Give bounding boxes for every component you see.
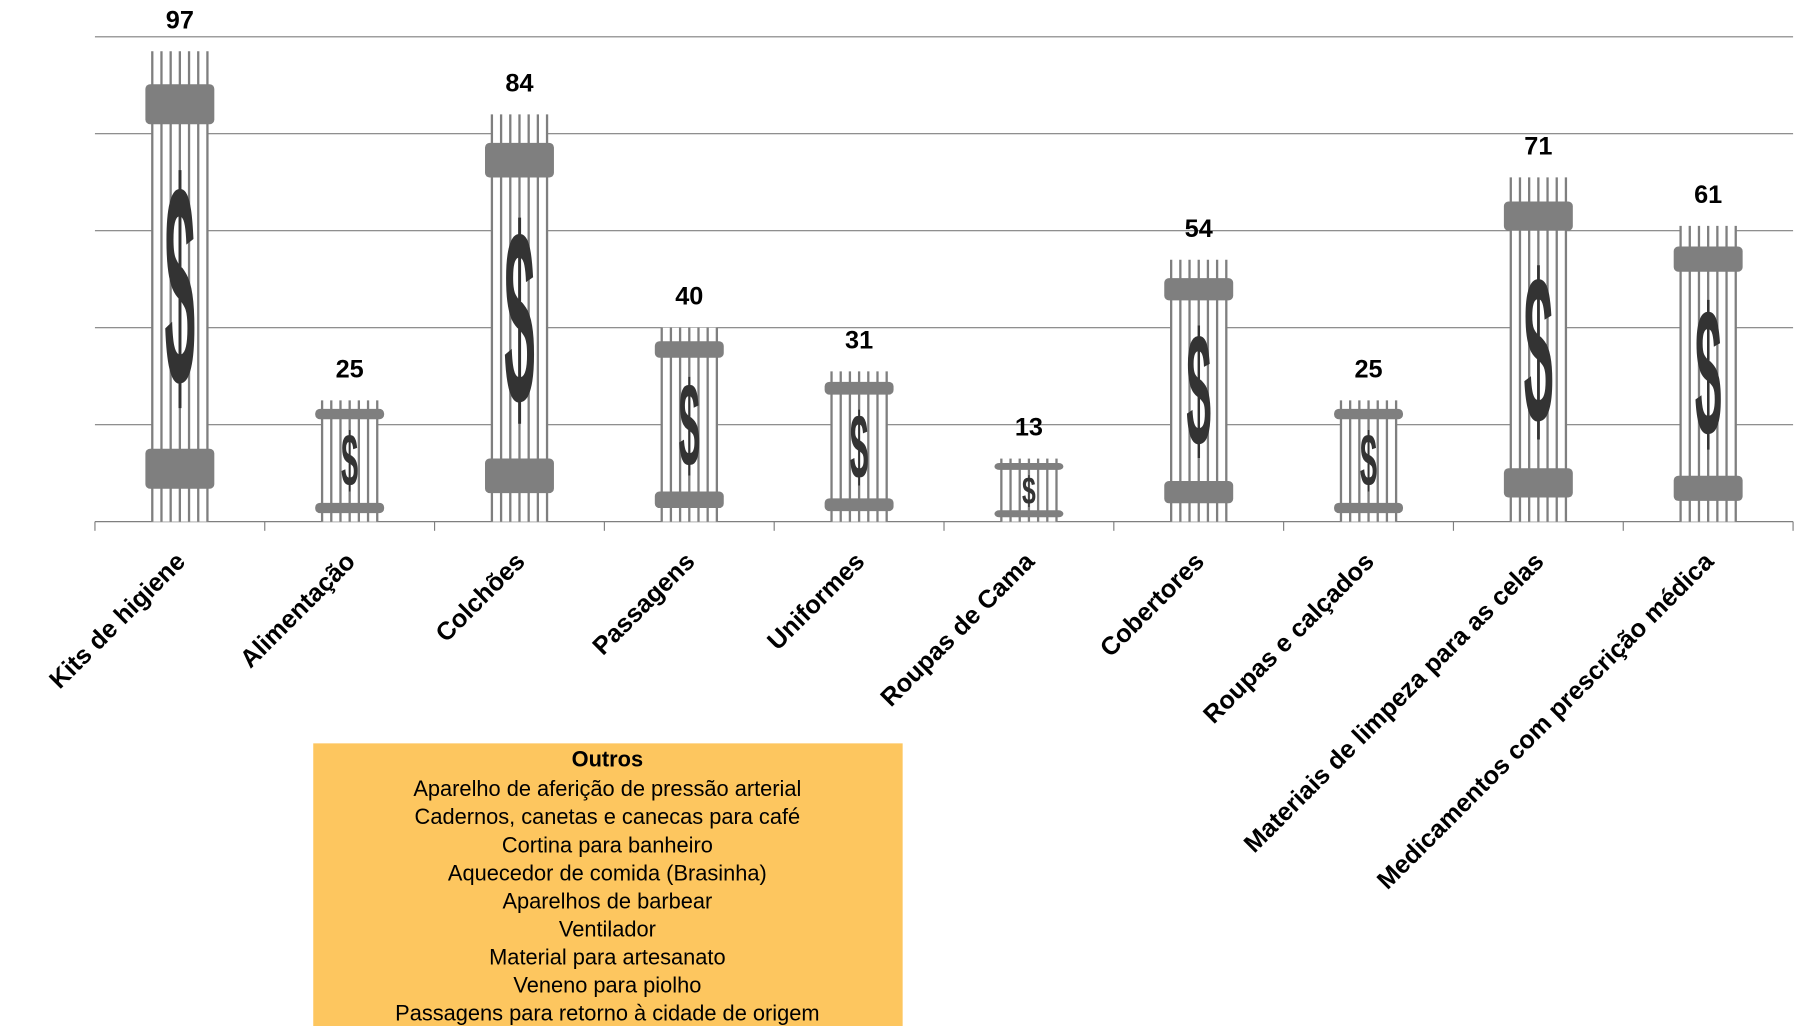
bar-pictograph: $ (1164, 259, 1234, 522)
dollar-sign: $ (1186, 300, 1211, 481)
dollar-sign: $ (1524, 230, 1553, 469)
bar-cap (1503, 468, 1573, 498)
bar-pictograph: $ (485, 114, 554, 522)
annotation-item: Passagens para retorno à cidade de orige… (395, 1000, 819, 1025)
bar-pictograph: $ (1503, 177, 1573, 522)
x-tick-label: Kits de higiene (44, 547, 191, 694)
annotation-box (313, 743, 903, 1026)
bar-cap (824, 381, 894, 395)
annotation-item: Aparelhos de barbear (502, 888, 712, 913)
value-label: 25 (1354, 355, 1382, 383)
bar-cap (485, 142, 554, 178)
dollar-sign: $ (679, 357, 700, 492)
bar-pictograph: $ (824, 371, 894, 522)
annotation-item: Cortina para banheiro (502, 832, 713, 857)
value-label: 97 (166, 6, 194, 34)
bar-pictograph: $ (654, 327, 724, 522)
bar-cap (485, 458, 554, 494)
value-label: 71 (1524, 132, 1552, 160)
bar-cap (1334, 502, 1404, 514)
value-label: 84 (505, 69, 533, 97)
x-tick-label: Passagens (587, 547, 700, 660)
dollar-sign: $ (165, 124, 196, 449)
dollar-sign: $ (1360, 419, 1377, 503)
annotation-item: Material para artesanato (489, 944, 725, 969)
x-tick-label: Medicamentos com prescrição médica (1372, 547, 1720, 895)
bar-cap (994, 510, 1064, 518)
x-tick-label: Roupas de Cama (875, 547, 1040, 712)
annotation-item: Cadernos, canetas e canecas para café (415, 804, 801, 829)
bar-cap (145, 84, 215, 125)
dollar-sign: $ (341, 419, 358, 503)
annotation-item: Ventilador (559, 916, 656, 941)
annotation-item: Aparelho de aferição de pressão arterial (413, 776, 801, 801)
dollar-sign: $ (1695, 272, 1722, 476)
x-tick-label: Cobertores (1095, 547, 1210, 662)
bar-cap (824, 498, 894, 512)
value-label: 54 (1185, 215, 1213, 243)
value-label: 25 (336, 355, 364, 383)
bar-cap (315, 502, 385, 514)
dollar-sign: $ (1022, 468, 1036, 512)
bar-cap (1334, 408, 1404, 420)
annotation-title: Outros (572, 746, 644, 771)
bar-pictograph: $ (1334, 400, 1404, 522)
bar-pictograph: $ (315, 400, 385, 522)
bar-cap (145, 448, 215, 489)
dollar-sign: $ (850, 395, 869, 499)
value-label: 40 (675, 283, 703, 311)
x-tick-label: Alimentação (235, 547, 361, 673)
value-label: 13 (1015, 414, 1043, 442)
bar-pictograph: $ (994, 458, 1064, 522)
bar-cap (1164, 481, 1234, 504)
dollar-sign: $ (504, 177, 535, 459)
value-label: 31 (845, 326, 873, 354)
x-tick-label: Materiais de limpeza para as celas (1239, 547, 1550, 858)
bar-cap (1503, 201, 1573, 231)
bar-cap (994, 462, 1064, 470)
bar-cap (315, 408, 385, 420)
bar-cap (654, 341, 724, 358)
bar-pictograph: $ (1673, 225, 1743, 522)
value-label: 61 (1694, 181, 1722, 209)
x-tick-label: Colchões (430, 547, 530, 647)
annotation-item: Veneno para piolho (513, 972, 701, 997)
x-tick-label: Uniformes (762, 547, 870, 655)
bar-cap (1673, 246, 1743, 272)
bar-pictograph: $ (145, 51, 215, 522)
bar-cap (654, 491, 724, 509)
bar-cap (1164, 278, 1234, 301)
annotation-item: Aquecedor de comida (Brasinha) (448, 860, 767, 885)
bar-cap (1673, 475, 1743, 501)
x-tick-label: Roupas e calçados (1198, 547, 1380, 729)
